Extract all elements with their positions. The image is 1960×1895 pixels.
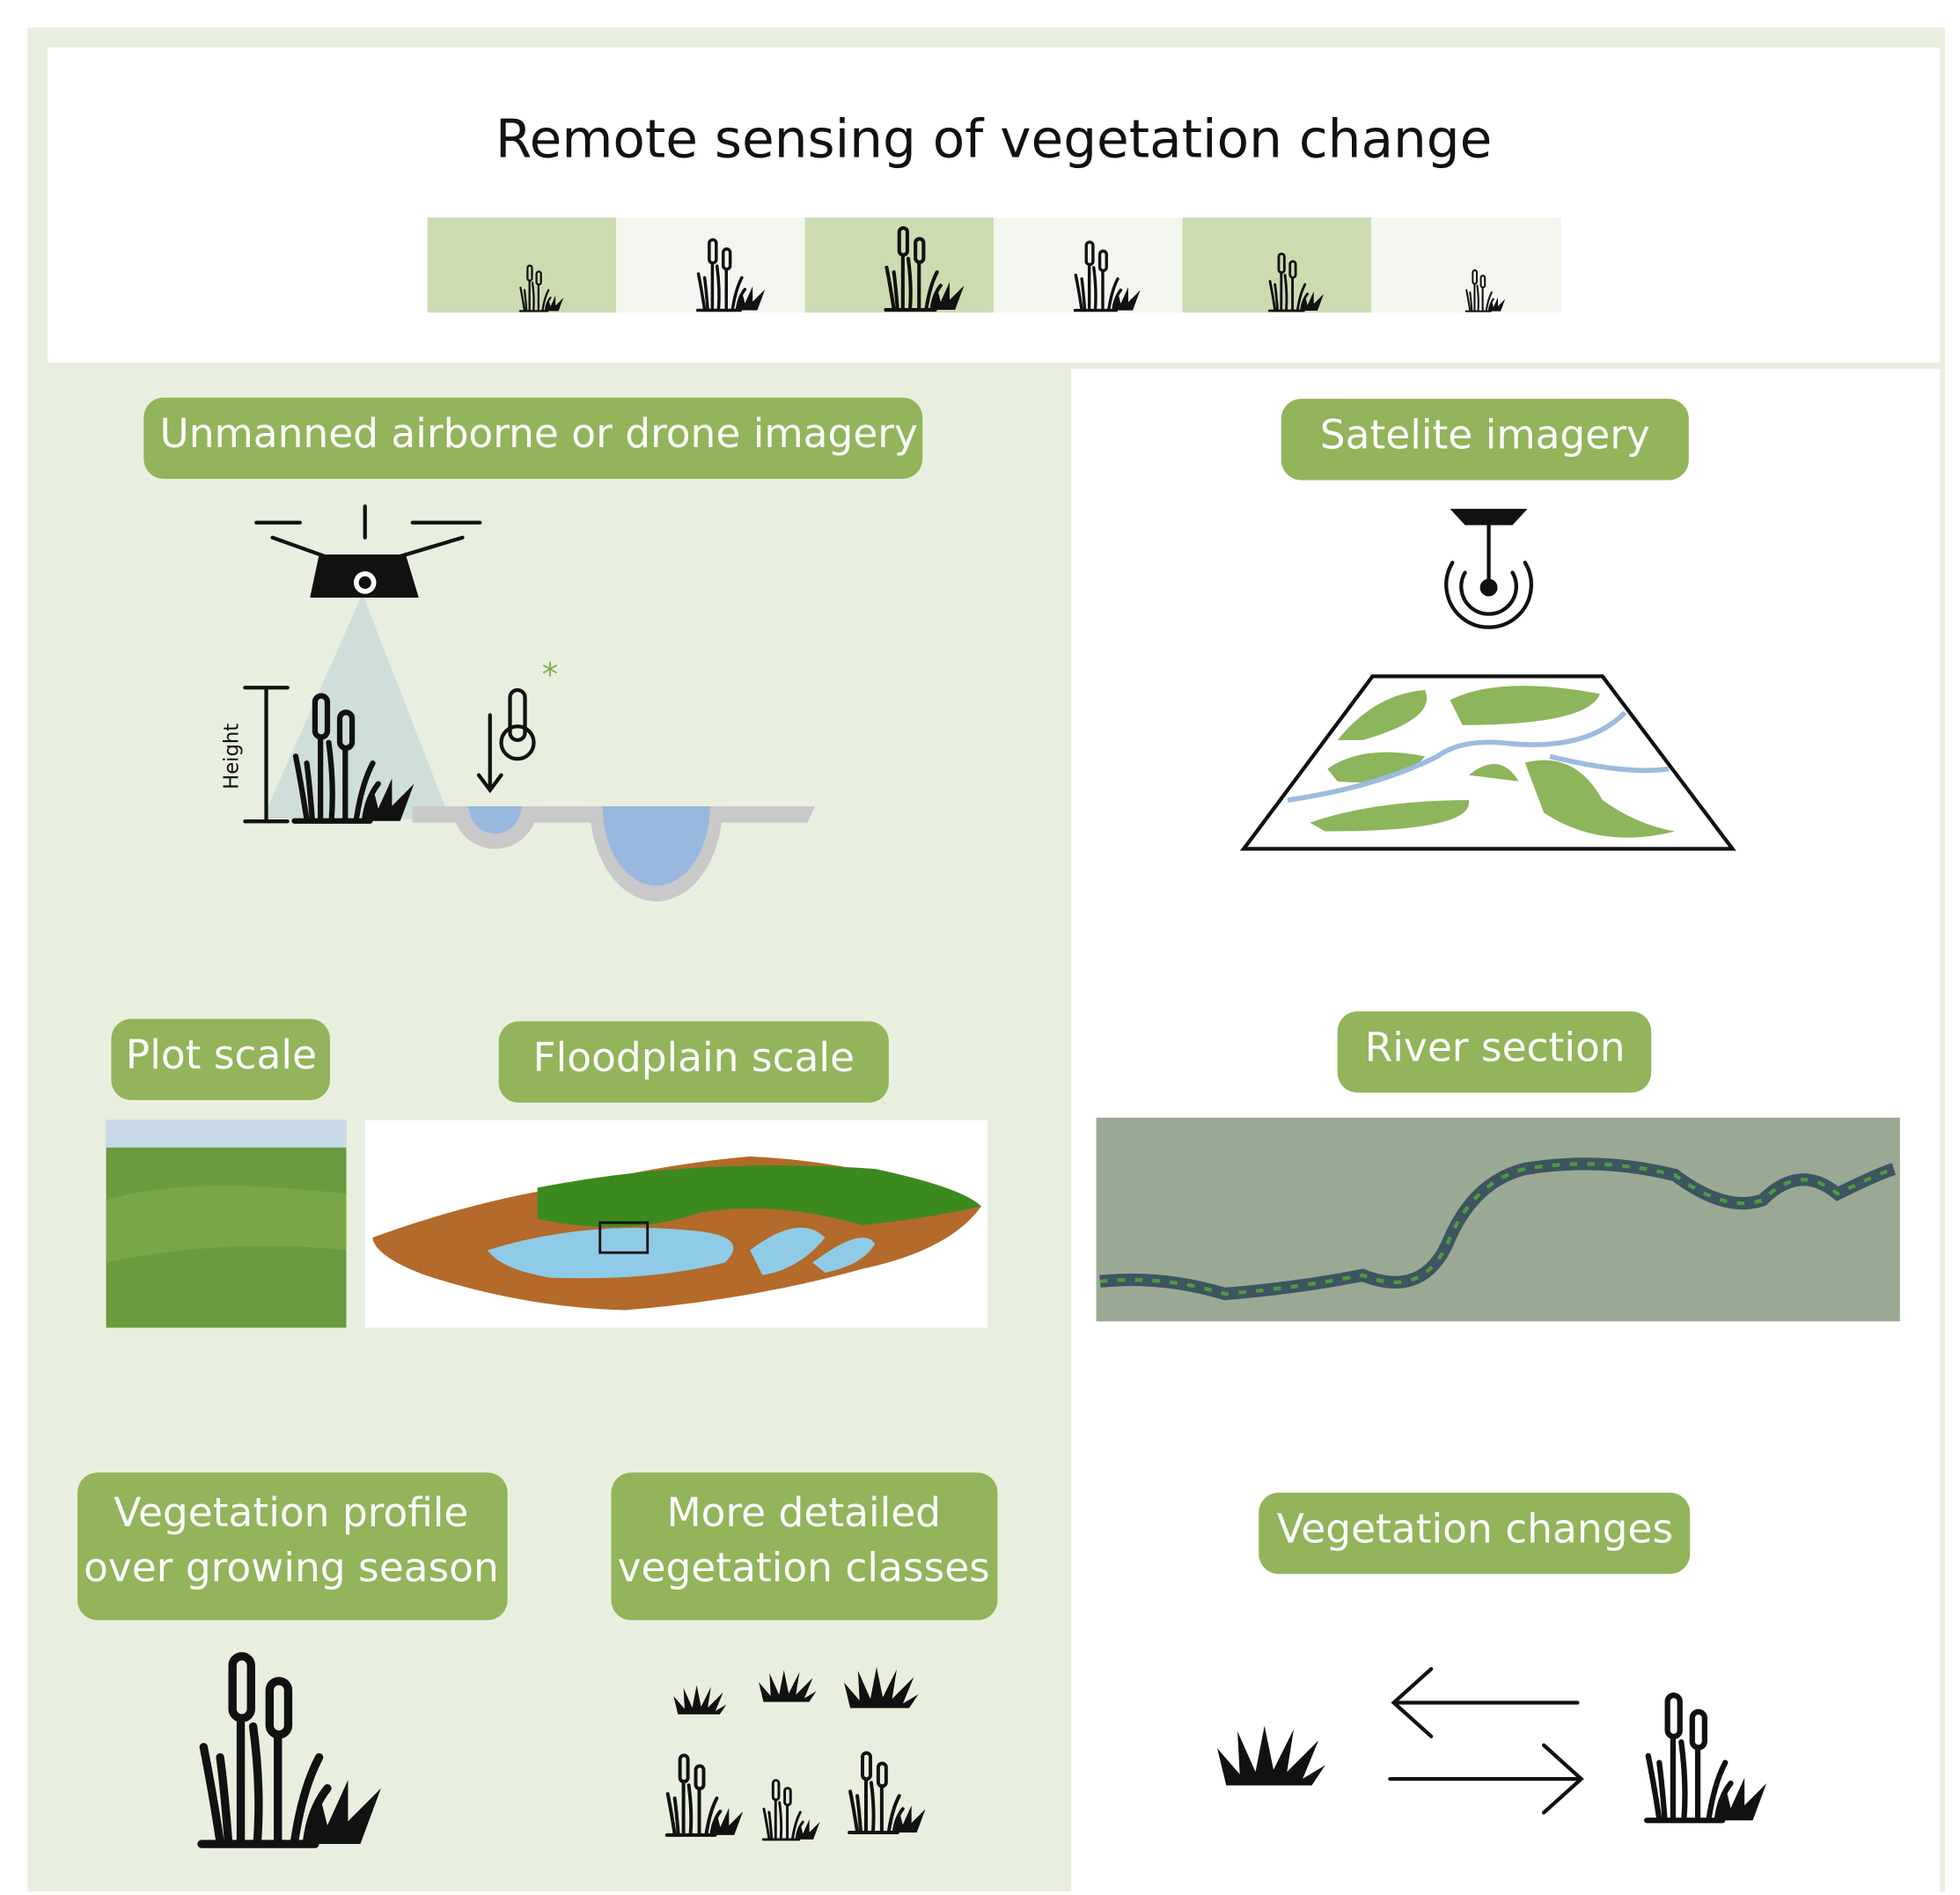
page: Remote sensing of vegetation change Unma…: [0, 0, 1960, 1891]
floodplain-scale-label: Floodplain scale: [533, 1034, 855, 1081]
plot-scale-label: Plot scale: [126, 1032, 317, 1078]
season-strip: [428, 217, 1561, 312]
profile-label-line: over growing season: [84, 1544, 499, 1590]
drone-label: Unmanned airborne or drone imagery: [159, 410, 917, 457]
diagram: Remote sensing of vegetation change Unma…: [0, 0, 1960, 1891]
classes-label-line: More detailed: [666, 1489, 941, 1536]
river-section-label: River section: [1365, 1025, 1626, 1071]
river-map: [1097, 1118, 1900, 1322]
classes-label-line: vegetation classes: [618, 1544, 990, 1590]
title-panel: [48, 48, 1940, 363]
title: Remote sensing of vegetation change: [496, 110, 1493, 171]
height-label: Height: [221, 723, 244, 790]
satellite-label: Satelite imagery: [1320, 412, 1650, 459]
changes-label: Vegetation changes: [1277, 1505, 1673, 1552]
plot-photo: [106, 1120, 347, 1328]
floodplain-map: [365, 1120, 987, 1328]
asterisk-icon: *: [542, 656, 558, 694]
profile-label-line: Vegetation profile: [114, 1489, 468, 1536]
